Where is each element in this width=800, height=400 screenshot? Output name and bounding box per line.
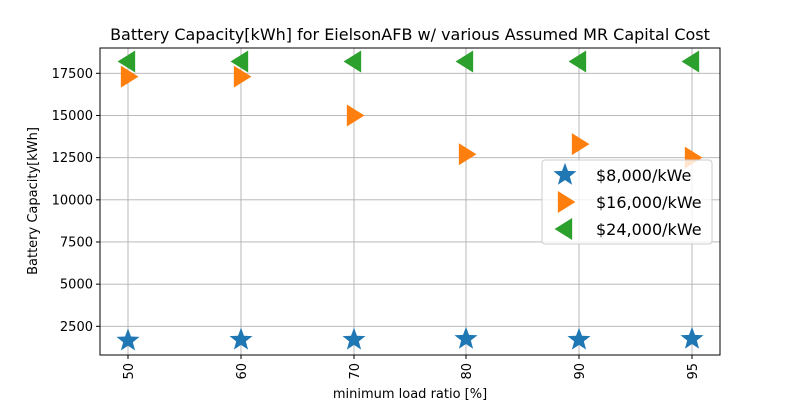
marker-triangle-left bbox=[343, 50, 362, 73]
x-tick-label: 95 bbox=[686, 363, 701, 380]
marker-star bbox=[342, 327, 366, 350]
x-tick-label: 90 bbox=[573, 363, 588, 380]
x-axis-label: minimum load ratio [%] bbox=[333, 387, 487, 400]
axis-ticks: 50 60 70 80 90 95 2500 5000 7500 10000 12500 15000 1… bbox=[52, 67, 701, 380]
marker-triangle-left bbox=[568, 50, 587, 73]
x-tick-label: 70 bbox=[348, 363, 363, 380]
legend-label: $16,000/kWe bbox=[596, 193, 702, 212]
marker-triangle-left bbox=[117, 50, 136, 73]
plot-frame bbox=[99, 47, 721, 356]
marker-triangle-right bbox=[120, 65, 139, 88]
marker-triangle-left bbox=[230, 50, 249, 73]
marker-triangle-right bbox=[233, 65, 252, 88]
marker-star bbox=[454, 326, 478, 349]
legend-marker-triangle-left bbox=[554, 218, 573, 240]
legend-label: $24,000/kWe bbox=[596, 220, 702, 239]
legend-box bbox=[541, 159, 713, 245]
y-axis-label: Battery Capacity[kWh] bbox=[26, 127, 41, 275]
data-marks bbox=[116, 50, 704, 351]
y-tick-label: 17500 bbox=[52, 67, 93, 82]
marker-triangle-right bbox=[458, 143, 477, 166]
legend-marker-triangle-right bbox=[557, 191, 576, 213]
marker-triangle-left bbox=[681, 50, 700, 73]
y-tick-label: 15000 bbox=[52, 109, 93, 124]
marker-triangle-right bbox=[346, 104, 365, 127]
y-tick-label: 7500 bbox=[60, 235, 93, 250]
marker-star bbox=[567, 327, 591, 350]
legend: $8,000/kWe $16,000/kWe $24,000/kWe bbox=[541, 159, 713, 245]
marker-star bbox=[116, 328, 140, 351]
marker-triangle-right bbox=[571, 133, 590, 156]
y-tick-label: 2500 bbox=[60, 320, 93, 335]
y-tick-label: 5000 bbox=[60, 278, 93, 293]
legend-marker-star bbox=[553, 162, 577, 185]
x-tick-label: 60 bbox=[235, 363, 250, 380]
marker-star bbox=[680, 326, 704, 349]
x-tick-label: 80 bbox=[460, 363, 475, 380]
x-tick-label: 50 bbox=[122, 363, 137, 380]
legend-label: $8,000/kWe bbox=[596, 166, 691, 185]
marker-triangle-left bbox=[455, 50, 474, 73]
chart-title: Battery Capacity[kWh] for EielsonAFB w/ … bbox=[110, 25, 710, 44]
y-tick-label: 12500 bbox=[52, 151, 93, 166]
marker-star bbox=[229, 327, 253, 350]
y-tick-label: 10000 bbox=[52, 193, 93, 208]
